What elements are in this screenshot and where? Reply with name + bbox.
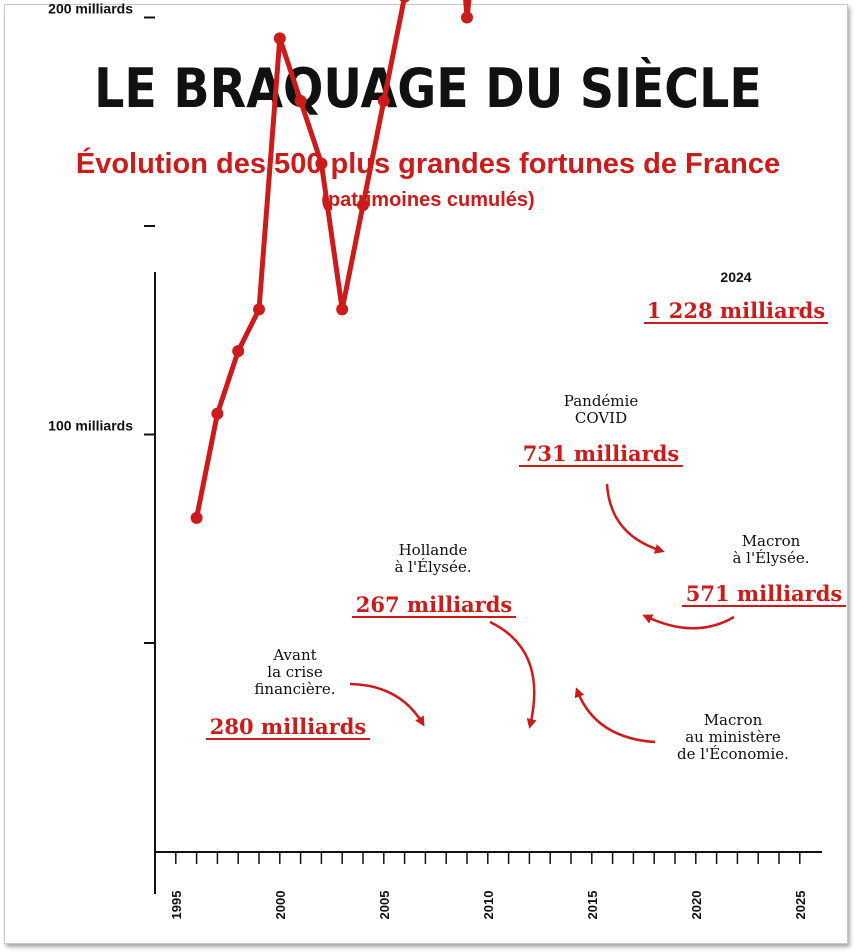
data-point [399,0,410,3]
y-tick-label: 200 milliards [48,1,133,17]
annotation-value: 731 milliards [523,441,679,466]
annotation-arrow [605,483,665,554]
chart-title: LE BRAQUAGE DU SIÈCLE [94,57,762,120]
annotation-value: 280 milliards [210,714,366,739]
chart-subtitle-note: (patrimoines cumulés) [321,189,535,211]
x-tick-label: 2000 [273,891,288,920]
data-point [461,11,473,24]
data-point [315,157,328,170]
x-tick-label: 2015 [585,891,600,920]
data-point [211,407,224,420]
annotation-text: à l'Élysée. [394,558,471,576]
annotation-arrow [574,687,656,744]
chart-subtitle: Évolution des 500 plus grandes fortunes … [75,148,781,180]
annotation-value: 267 milliards [356,592,512,617]
annotation-text: COVID [575,409,627,427]
data-point [357,199,369,212]
annotation-value: 1 228 milliards [647,298,825,323]
data-point [190,511,203,524]
series-line [194,0,472,521]
annotation-text: au ministère [685,728,781,746]
data-point [273,32,286,45]
annotation-text: Macron [704,711,763,729]
annotation-text: 2024 [720,269,751,285]
data-point [253,303,265,316]
annotation-text: Pandémie [564,392,639,410]
annotation-text: la crise [267,663,323,681]
annotation-text: à l'Élysée. [732,549,809,567]
annotation-arrow [489,620,537,729]
annotation-text: de l'Économie. [677,745,789,763]
data-point [294,94,307,107]
data-point [336,303,349,316]
annotation-arrow [642,614,735,630]
y-tick-label: 100 milliards [48,418,133,434]
annotation-text: Hollande [399,541,468,559]
chart-frame [4,4,848,944]
x-tick-label: 2025 [793,891,808,920]
x-tick-label: 1995 [169,891,184,920]
annotation-value: 571 milliards [686,581,842,606]
x-tick-label: 2020 [689,891,704,920]
annotation-text: Avant [272,646,316,664]
data-point [377,94,390,107]
data-point [232,345,245,358]
x-tick-label: 2005 [377,891,392,920]
annotation-text: Macron [742,532,801,550]
annotation-arrow [349,682,425,727]
annotation-text: financière. [254,680,335,698]
x-tick-label: 2010 [481,891,496,920]
